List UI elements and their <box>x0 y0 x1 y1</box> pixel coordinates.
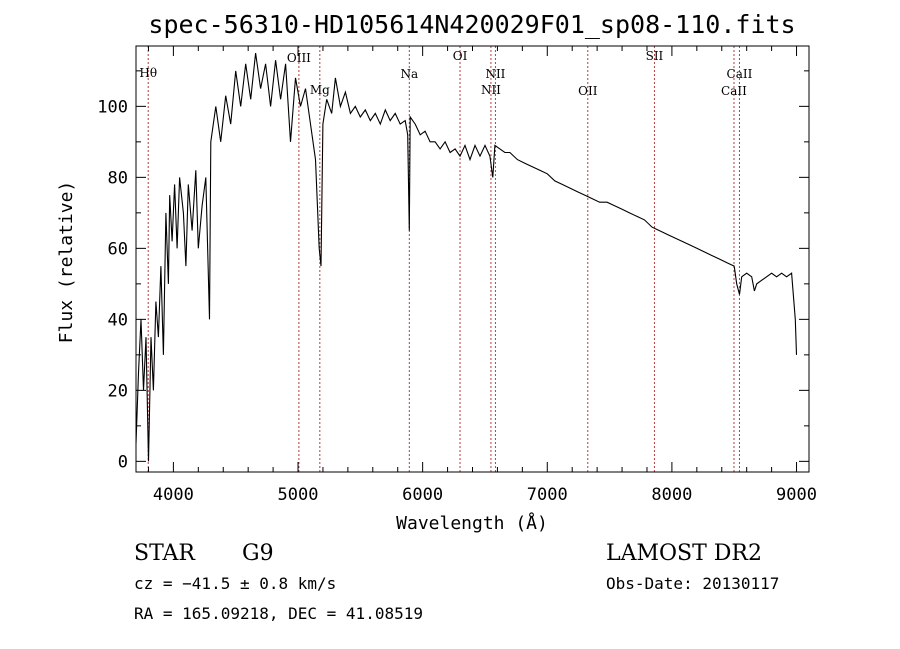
redshift-cz: cz = −41.5 ± 0.8 km/s <box>134 574 336 593</box>
emission-line-labels: Hθ OIII Mg Na OI NII NII OII SII CaII CaII <box>139 49 752 98</box>
x-tick-label: 7000 <box>527 485 568 505</box>
line-marker-label: OI <box>453 49 468 63</box>
survey-name: LAMOST DR2 <box>606 541 762 566</box>
y-axis-ticks: 0 20 40 60 80 100 <box>97 70 809 472</box>
y-tick-label: 80 <box>108 168 128 188</box>
y-tick-label: 20 <box>108 381 128 401</box>
line-marker-label: Na <box>400 67 418 81</box>
line-marker-label: NII <box>481 83 501 97</box>
x-tick-label: 6000 <box>402 485 443 505</box>
line-marker-label: CaII <box>721 84 747 98</box>
y-tick-label: 100 <box>97 97 128 117</box>
spectral-subclass: G9 <box>242 541 274 566</box>
line-marker-label: Mg <box>310 83 330 97</box>
object-type: STAR <box>134 541 196 566</box>
line-marker-label: OIII <box>287 51 311 65</box>
x-tick-label: 9000 <box>776 485 817 505</box>
spectrum-line <box>135 53 798 462</box>
x-axis-label: Wavelength (Å) <box>396 512 548 534</box>
line-marker-label: OII <box>578 84 598 98</box>
y-axis-label: Flux (relative) <box>56 181 77 344</box>
chart-title: spec-56310-HD105614N420029F01_sp08-110.f… <box>148 10 795 39</box>
observation-date: Obs-Date: 20130117 <box>606 574 779 593</box>
line-marker-label: Hθ <box>139 66 157 80</box>
coordinates: RA = 165.09218, DEC = 41.08519 <box>134 604 423 623</box>
line-marker-label: SII <box>646 49 664 63</box>
line-marker-label: CaII <box>727 67 753 81</box>
x-tick-label: 4000 <box>153 485 194 505</box>
y-tick-label: 60 <box>108 239 128 259</box>
x-tick-label: 5000 <box>278 485 319 505</box>
emission-line-markers <box>147 46 740 472</box>
y-tick-label: 0 <box>118 452 128 472</box>
y-tick-label: 40 <box>108 310 128 330</box>
line-marker-label: NII <box>485 67 505 81</box>
x-tick-label: 8000 <box>651 485 692 505</box>
x-axis-ticks: 4000 5000 6000 7000 8000 9000 <box>147 46 817 505</box>
plot-frame <box>135 45 810 473</box>
